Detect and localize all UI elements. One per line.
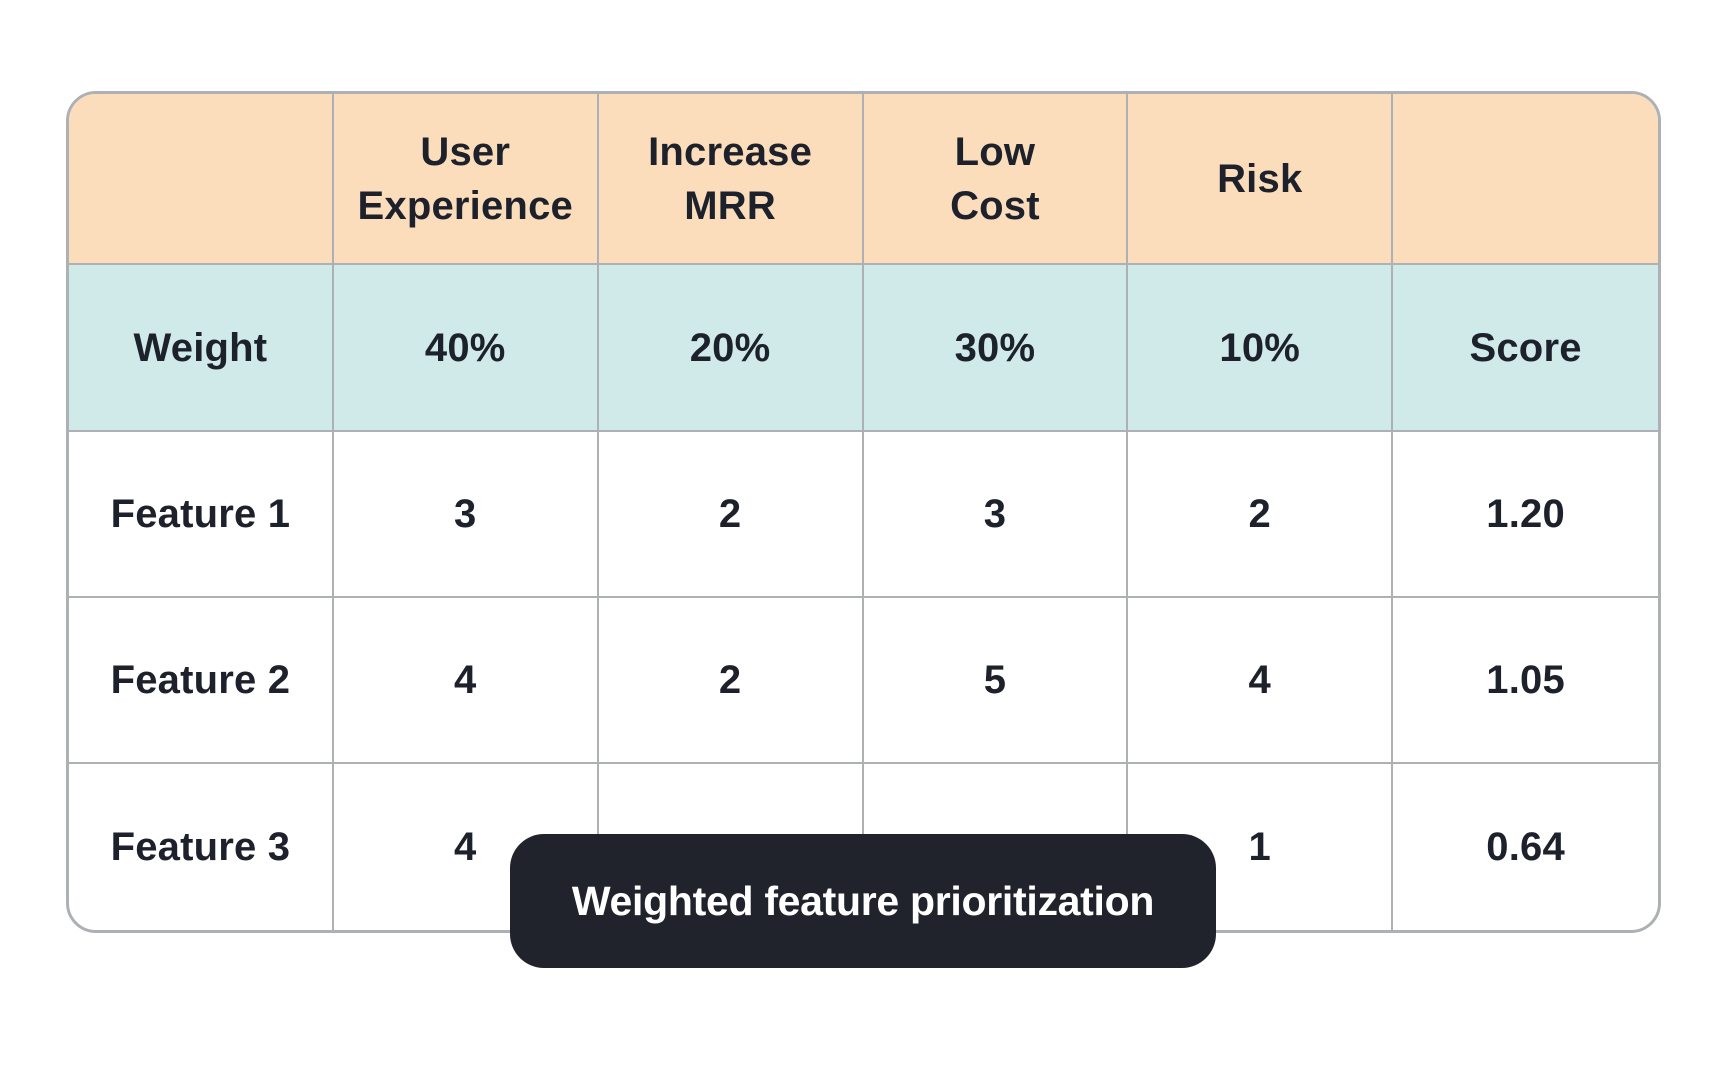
feature-1-increase-mrr: 2 xyxy=(598,432,864,598)
criteria-header-increase-mrr: Increase MRR xyxy=(598,94,864,265)
criteria-header-user-experience: User Experience xyxy=(333,94,599,265)
feature-2-score: 1.05 xyxy=(1393,598,1658,764)
feature-3-score: 0.64 xyxy=(1486,825,1565,869)
weight-row-label: Weight xyxy=(69,265,334,432)
caption-tooltip: Weighted feature prioritization xyxy=(510,834,1216,968)
feature-2-name: Feature 2 xyxy=(69,598,334,764)
feature-1-low-cost: 3 xyxy=(863,432,1129,598)
caption-label: Weighted feature prioritization xyxy=(571,877,1155,924)
feature-2-low-cost: 5 xyxy=(863,598,1129,764)
feature-1-score: 1.20 xyxy=(1393,432,1658,598)
criteria-header-risk: Risk xyxy=(1128,94,1394,265)
weight-low-cost: 30% xyxy=(863,265,1129,432)
feature-1-risk: 2 xyxy=(1128,432,1394,598)
feature-2-user-experience: 4 xyxy=(333,598,599,764)
criteria-header-low-cost: Low Cost xyxy=(863,94,1129,265)
criteria-header-empty xyxy=(69,94,334,265)
score-column-header: Score xyxy=(1393,265,1658,432)
weight-increase-mrr: 20% xyxy=(598,265,864,432)
criteria-header-score-spacer xyxy=(1393,94,1658,265)
weight-user-experience: 40% xyxy=(333,265,599,432)
feature-2-risk: 4 xyxy=(1128,598,1394,764)
feature-3-name: Feature 3 xyxy=(69,764,334,930)
feature-3-risk: 1 xyxy=(1128,764,1394,930)
prioritization-table: User Experience Increase MRR Low Cost Ri… xyxy=(66,91,1661,933)
feature-2-increase-mrr: 2 xyxy=(598,598,864,764)
feature-1-user-experience: 3 xyxy=(333,432,599,598)
weight-risk: 10% xyxy=(1128,265,1394,432)
feature-1-name: Feature 1 xyxy=(69,432,334,598)
